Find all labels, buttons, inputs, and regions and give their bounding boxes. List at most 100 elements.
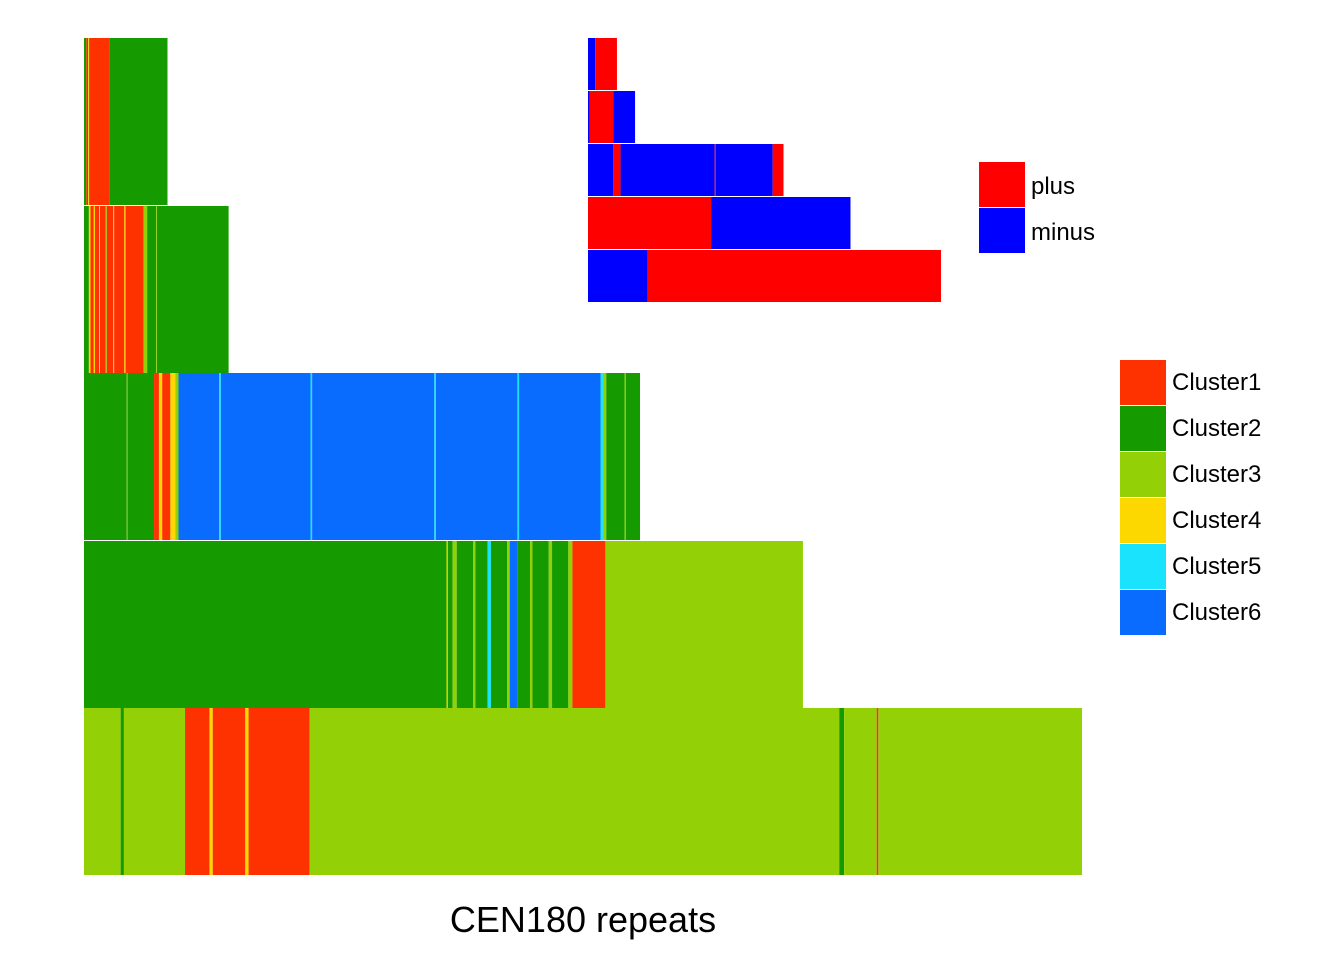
legend-swatch bbox=[1120, 544, 1166, 589]
heatmap-segment-cluster3 bbox=[624, 373, 626, 540]
heatmap-segment-cluster4 bbox=[158, 373, 163, 540]
heatmap-segment-cluster2 bbox=[88, 38, 90, 205]
legend-label: Cluster1 bbox=[1172, 369, 1261, 396]
heatmap-segment-cluster3 bbox=[126, 373, 128, 540]
heatmap-segment-cluster2 bbox=[606, 373, 625, 540]
strand-segment-minus bbox=[613, 91, 636, 143]
heatmap-segment-cluster2 bbox=[156, 206, 229, 373]
legend-item-plus: plus bbox=[979, 162, 1075, 207]
x-axis-label: CEN180 repeats bbox=[450, 899, 716, 940]
heatmap-segment-cluster2 bbox=[532, 541, 549, 708]
heatmap-segment-cluster5 bbox=[310, 373, 313, 540]
heatmap-segment-cluster5 bbox=[487, 541, 491, 708]
strand-segment-plus bbox=[772, 144, 784, 196]
heatmap-segment-cluster3 bbox=[602, 373, 607, 540]
heatmap-segment-cluster4 bbox=[170, 373, 176, 540]
heatmap-segment-cluster5 bbox=[434, 373, 436, 540]
strand-segment-plus bbox=[647, 250, 941, 302]
heatmap-segment-cluster6 bbox=[519, 373, 601, 540]
heatmap-segment-cluster1 bbox=[114, 206, 125, 373]
heatmap-segment-cluster2 bbox=[84, 541, 447, 708]
strand-segment-minus bbox=[711, 197, 851, 249]
strand-row bbox=[588, 144, 784, 196]
heatmap-segment-cluster3 bbox=[156, 206, 157, 373]
legend-swatch bbox=[1120, 360, 1166, 405]
strand-segment-minus bbox=[588, 38, 596, 90]
legend-label: minus bbox=[1031, 219, 1095, 246]
heatmap-segment-cluster3 bbox=[507, 541, 510, 708]
heatmap-segment-cluster4 bbox=[209, 708, 213, 875]
heatmap-segment-cluster3 bbox=[548, 541, 553, 708]
heatmap-row bbox=[84, 541, 803, 708]
heatmap-segment-cluster2 bbox=[490, 541, 508, 708]
heatmap-segment-cluster3 bbox=[123, 708, 186, 875]
heatmap-segment-cluster4 bbox=[99, 206, 100, 373]
heatmap-segment-cluster2 bbox=[456, 541, 474, 708]
heatmap-segment-cluster4 bbox=[245, 708, 249, 875]
heatmap-segment-cluster2 bbox=[147, 206, 157, 373]
heatmap-segment-cluster1 bbox=[90, 206, 94, 373]
heatmap-segment-cluster3 bbox=[605, 541, 803, 708]
legend-label: Cluster2 bbox=[1172, 415, 1261, 442]
heatmap-segment-cluster1 bbox=[86, 38, 87, 205]
heatmap-segment-cluster1 bbox=[185, 708, 210, 875]
strand-segment-plus bbox=[595, 38, 617, 90]
heatmap-segment-cluster5 bbox=[517, 373, 520, 540]
heatmap-segment-cluster3 bbox=[878, 708, 1082, 875]
strand-segment-minus bbox=[588, 144, 614, 196]
legend-label: Cluster4 bbox=[1172, 507, 1261, 534]
heatmap-segment-cluster2 bbox=[109, 38, 113, 205]
legend-item-cluster6: Cluster6 bbox=[1120, 590, 1261, 635]
legend-swatch bbox=[1120, 498, 1166, 543]
legend-swatch bbox=[1120, 452, 1166, 497]
heatmap-segment-cluster3 bbox=[452, 541, 457, 708]
strand-segment-plus bbox=[588, 197, 712, 249]
heatmap-segment-cluster2 bbox=[517, 541, 531, 708]
heatmap-segment-cluster1 bbox=[106, 206, 114, 373]
legend-label: plus bbox=[1031, 173, 1075, 200]
heatmap-segment-cluster1 bbox=[89, 38, 110, 205]
legend-item-cluster4: Cluster4 bbox=[1120, 498, 1261, 543]
strand-row bbox=[588, 91, 636, 143]
legend-swatch bbox=[1120, 590, 1166, 635]
legend-swatch bbox=[1120, 406, 1166, 451]
legend-swatch bbox=[979, 162, 1025, 207]
legend-label: Cluster5 bbox=[1172, 553, 1261, 580]
heatmap-segment-cluster6 bbox=[509, 541, 518, 708]
heatmap-segment-cluster2 bbox=[84, 373, 127, 540]
heatmap-segment-cluster3 bbox=[530, 541, 533, 708]
legend-label: Cluster6 bbox=[1172, 599, 1261, 626]
heatmap-segment-cluster1 bbox=[125, 206, 144, 373]
strand-segment-minus bbox=[588, 250, 648, 302]
heatmap-segment-cluster5 bbox=[600, 373, 603, 540]
heatmap-segment-cluster5 bbox=[219, 373, 221, 540]
heatmap-segment-cluster4 bbox=[113, 206, 115, 373]
heatmap-segment-cluster1 bbox=[248, 708, 310, 875]
legend-swatch bbox=[979, 208, 1025, 253]
strand-segment-plus bbox=[613, 144, 621, 196]
heatmap-segment-cluster3 bbox=[105, 206, 107, 373]
heatmap-segment-cluster1 bbox=[212, 708, 246, 875]
strand-segment-minus bbox=[588, 91, 590, 143]
heatmap-segment-cluster1 bbox=[572, 541, 606, 708]
heatmap-segment-cluster2 bbox=[475, 541, 488, 708]
legend-item-cluster2: Cluster2 bbox=[1120, 406, 1261, 451]
heatmap-row bbox=[84, 708, 1082, 875]
legend-item-minus: minus bbox=[979, 208, 1095, 253]
heatmap-segment-cluster2 bbox=[86, 38, 89, 205]
heatmap-segment-cluster2 bbox=[127, 373, 155, 540]
strand-segment-plus bbox=[714, 144, 716, 196]
heatmap-segment-cluster1 bbox=[154, 373, 159, 540]
heatmap-segment-cluster3 bbox=[568, 541, 573, 708]
heatmap-segment-cluster3 bbox=[473, 541, 476, 708]
legend-item-cluster1: Cluster1 bbox=[1120, 360, 1261, 405]
heatmap-segment-cluster2 bbox=[552, 541, 569, 708]
heatmap-segment-cluster4 bbox=[124, 206, 126, 373]
heatmap-segment-cluster4 bbox=[446, 541, 448, 708]
heatmap-segment-cluster4 bbox=[93, 206, 95, 373]
heatmap-segment-cluster3 bbox=[844, 708, 877, 875]
strand-row bbox=[588, 250, 941, 302]
strand-segment-minus bbox=[620, 144, 715, 196]
heatmap-segment-cluster6 bbox=[220, 373, 311, 540]
heatmap-segment-cluster1 bbox=[876, 708, 879, 875]
